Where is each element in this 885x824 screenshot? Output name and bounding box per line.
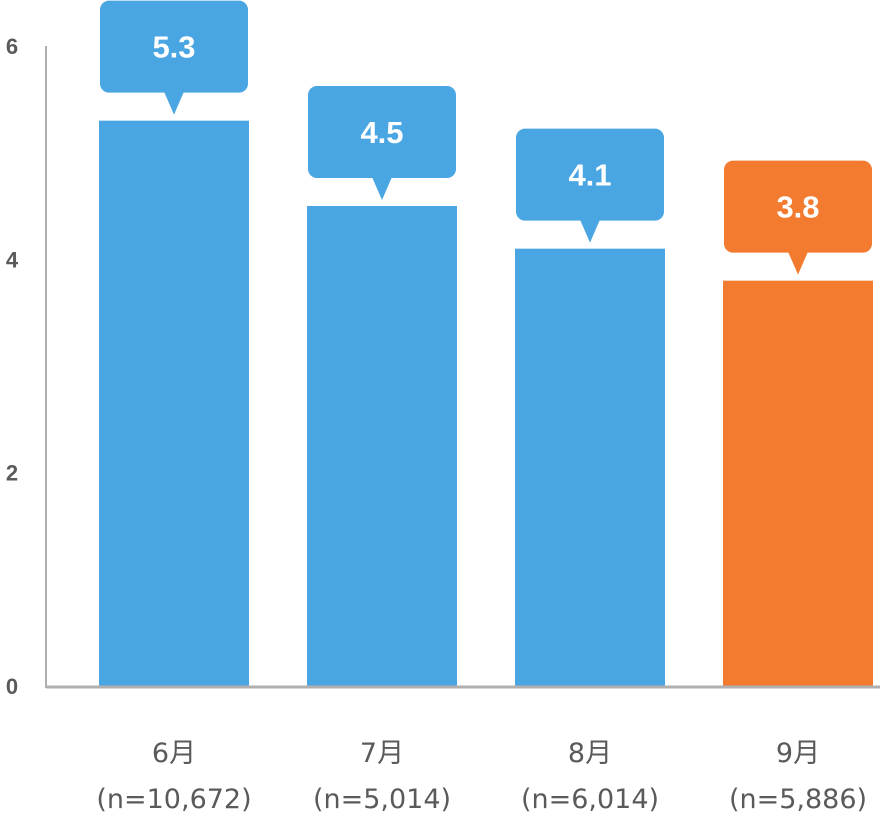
y-tick-label: 6 [6, 34, 18, 59]
x-category-label: 8月 [568, 738, 612, 769]
value-callout: 3.8 [724, 160, 872, 275]
y-tick-label: 2 [6, 461, 18, 486]
x-category-label: 7月 [360, 738, 404, 769]
value-callout: 4.1 [516, 128, 664, 243]
x-category-label: 9月 [776, 738, 820, 769]
bar [307, 206, 457, 686]
y-tick-label: 4 [6, 247, 19, 272]
value-label: 3.8 [776, 190, 819, 225]
callout-box [308, 86, 456, 178]
bar [99, 120, 249, 686]
callout-box [516, 128, 664, 221]
x-sample-size-label: (n=6,014) [521, 784, 659, 815]
x-category-label: 6月 [152, 738, 196, 769]
value-callout: 4.5 [308, 86, 456, 200]
y-tick-label: 0 [6, 674, 18, 699]
x-sample-size-label: (n=5,886) [729, 784, 867, 815]
value-callout: 5.3 [100, 0, 248, 115]
callout-box [724, 160, 872, 253]
x-axis: 6月 (n=10,672) 7月 (n=5,014) 8月 (n=6,014) 9月 (n=5… [46, 685, 880, 815]
bar [515, 248, 665, 686]
y-axis: 0 2 4 6 [6, 34, 47, 699]
x-sample-size-label: (n=10,672) [96, 784, 251, 815]
bar [723, 280, 873, 686]
callout-pointer [580, 219, 600, 243]
x-sample-size-label: (n=5,014) [313, 784, 451, 815]
callout-pointer [164, 91, 184, 115]
callout-pointer [788, 251, 808, 275]
bars [99, 120, 873, 686]
value-label: 4.5 [360, 115, 403, 150]
value-label: 5.3 [152, 30, 195, 65]
value-label: 4.1 [568, 158, 611, 193]
value-callouts: 5.3 4.5 4.1 3.8 [100, 0, 872, 275]
callout-pointer [372, 177, 392, 200]
callout-box [100, 0, 248, 93]
